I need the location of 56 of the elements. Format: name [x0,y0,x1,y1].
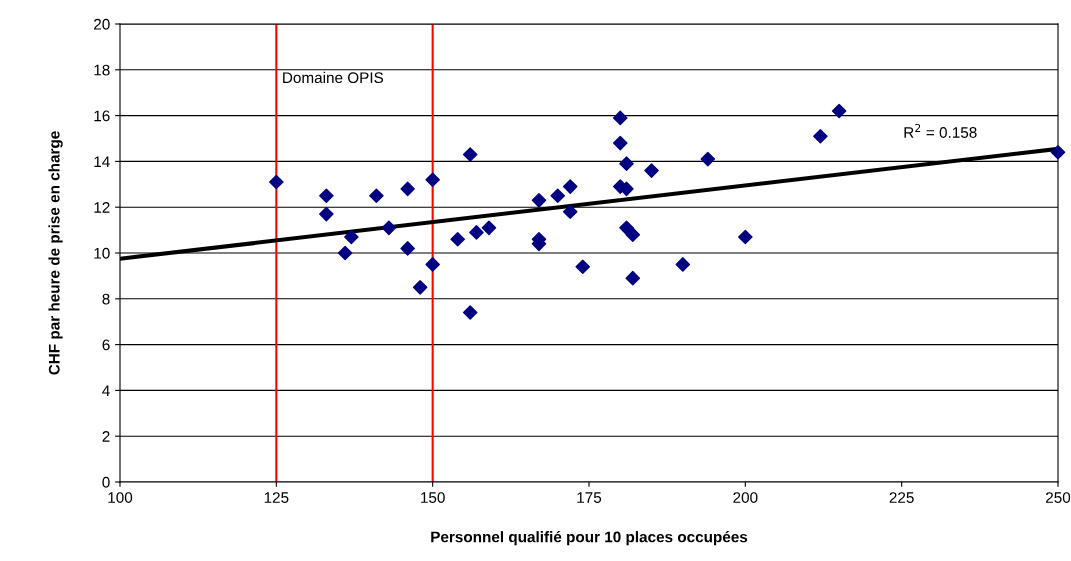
point [831,103,847,119]
point [462,147,478,162]
y-tick-label: 8 [102,293,110,305]
ref-line-label: Domaine OPIS [283,71,384,84]
y-tick-label: 2 [102,431,110,442]
y-tick-label: 20 [94,18,110,30]
point [481,220,497,236]
point [531,193,547,208]
x-tick-label: 175 [577,492,602,503]
point [412,280,428,295]
point [562,179,578,194]
point [400,181,415,197]
point [675,257,691,272]
x-axis-title: Personnel qualifié pour 10 places occupées [431,530,748,546]
point [400,241,415,256]
point [1050,144,1066,160]
point [575,259,591,275]
point [450,231,465,247]
y-tick-label: 16 [94,110,110,122]
point [612,135,628,151]
x-tick-label: 150 [421,492,445,503]
x-tick-label: 200 [733,492,758,503]
x-tick-label: 225 [889,492,914,503]
point [619,156,634,171]
y-tick-label: 4 [102,385,110,396]
point [381,220,397,236]
point [700,151,716,167]
point [550,188,566,204]
point [625,270,641,286]
point [469,225,484,240]
y-tick-label: 0 [102,476,110,488]
y-tick-label: 6 [102,339,110,351]
point [738,229,753,245]
point [344,229,359,245]
point [369,188,384,204]
point [625,227,641,242]
point [425,257,440,272]
point [644,163,659,178]
y-tick-label: 12 [94,202,110,213]
y-axis-title: CHF par heure de prise en charge [48,131,63,375]
point [337,245,353,261]
point [562,204,578,220]
x-tick-label: 125 [264,492,289,503]
point [462,305,478,320]
point [319,188,334,204]
point [269,174,284,190]
point [813,128,828,144]
point [612,110,628,126]
annotation: R$^{2}$ = 0.158 [904,123,977,138]
y-tick-label: 14 [94,156,110,167]
y-tick-label: 18 [94,64,110,76]
point [425,172,440,188]
x-tick-label: 250 [1046,492,1071,503]
point [319,206,334,222]
y-tick-label: 10 [94,247,110,259]
x-tick-label: 100 [108,492,133,503]
